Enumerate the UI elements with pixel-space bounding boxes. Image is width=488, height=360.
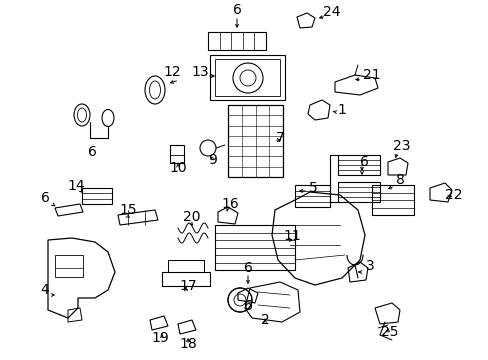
Text: 5: 5 (308, 181, 317, 195)
Bar (371, 185, 413, 215)
Text: 9: 9 (208, 153, 217, 167)
Text: 6: 6 (232, 3, 241, 17)
Text: 6: 6 (41, 191, 49, 205)
Text: 13: 13 (191, 65, 208, 79)
Text: 7: 7 (275, 131, 284, 145)
Text: 15: 15 (119, 203, 137, 217)
Bar (82, 188, 112, 204)
Text: 6: 6 (87, 145, 96, 159)
Text: 2: 2 (260, 313, 269, 327)
Text: 4: 4 (41, 283, 49, 297)
Bar (227, 105, 283, 177)
Text: 10: 10 (169, 161, 186, 175)
Bar (207, 32, 265, 50)
Bar (337, 155, 379, 175)
Text: 6: 6 (359, 155, 367, 169)
Bar (170, 145, 183, 163)
Text: 1: 1 (337, 103, 346, 117)
Text: 14: 14 (67, 179, 84, 193)
Text: 3: 3 (365, 259, 374, 273)
Text: 19: 19 (151, 331, 168, 345)
Bar (162, 272, 209, 286)
Text: 6: 6 (243, 261, 252, 275)
Bar (209, 55, 285, 100)
Text: 18: 18 (179, 337, 197, 351)
Text: 22: 22 (445, 188, 462, 202)
Text: 20: 20 (183, 210, 201, 224)
Text: 6: 6 (243, 299, 252, 313)
Text: 17: 17 (179, 279, 196, 293)
Text: 8: 8 (395, 173, 404, 187)
Bar (55, 255, 83, 277)
Bar (215, 59, 280, 96)
Text: 16: 16 (221, 197, 238, 211)
Text: 11: 11 (283, 229, 300, 243)
Bar (337, 182, 379, 202)
Bar (294, 185, 329, 207)
Text: 12: 12 (163, 65, 181, 79)
Text: 25: 25 (381, 325, 398, 339)
Text: 21: 21 (363, 68, 380, 82)
Text: 24: 24 (323, 5, 340, 19)
Text: 23: 23 (392, 139, 410, 153)
Bar (215, 225, 294, 270)
